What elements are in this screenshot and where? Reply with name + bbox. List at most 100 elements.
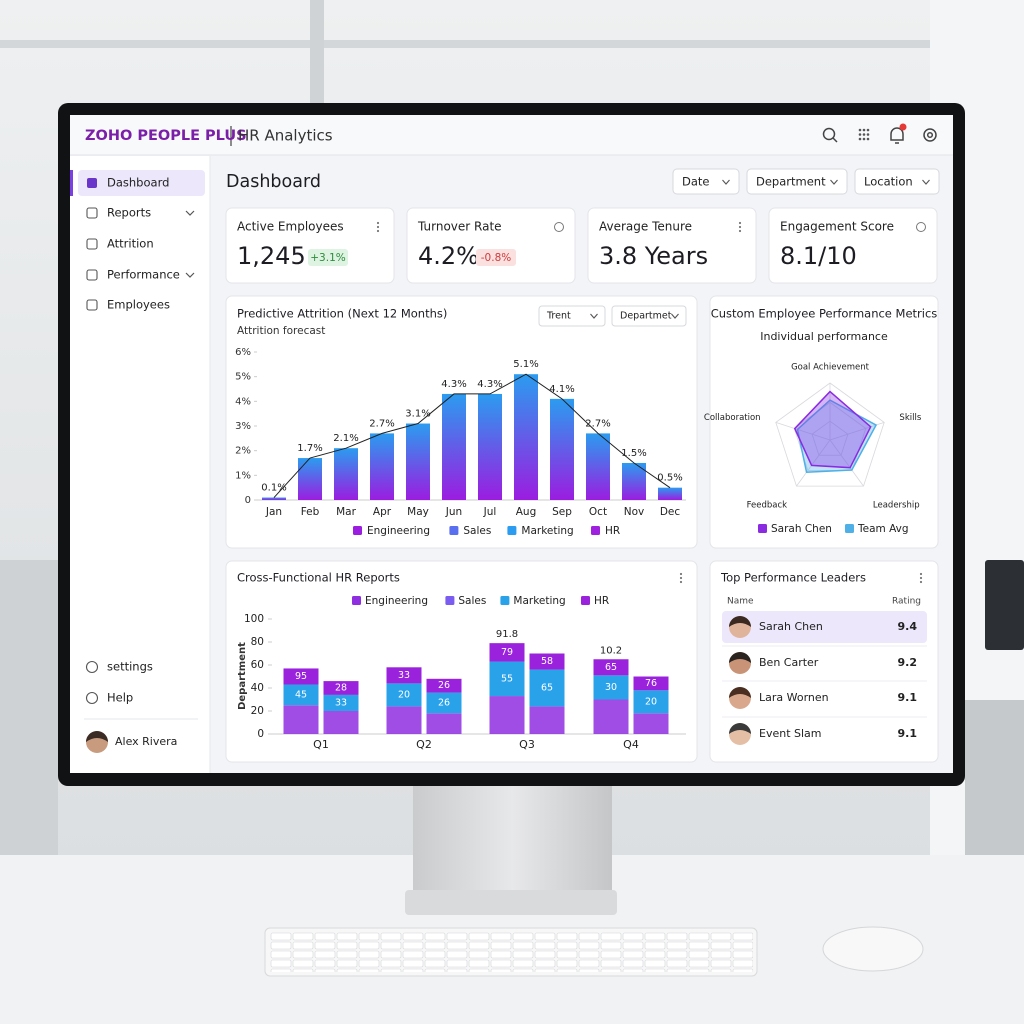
nav-item[interactable]: Attrition	[107, 237, 154, 251]
annotation: 10.2	[600, 645, 622, 656]
segment-label: 58	[541, 656, 553, 667]
more-icon[interactable]	[919, 580, 923, 584]
keyboard-keys	[270, 932, 753, 972]
x-tick-label: Jun	[445, 506, 462, 518]
more-icon[interactable]	[376, 225, 380, 229]
chevron	[590, 313, 598, 319]
more-icon[interactable]	[679, 580, 683, 584]
segment-label: 95	[295, 671, 307, 682]
nav-icon	[85, 691, 99, 705]
bar-segment	[386, 706, 422, 734]
leader-name[interactable]: Lara Wornen	[759, 691, 829, 704]
chevron	[671, 313, 679, 319]
more-icon[interactable]	[376, 229, 380, 233]
segment-label: 28	[335, 683, 347, 694]
bar	[334, 448, 358, 500]
y-tick-label: 20	[251, 705, 264, 717]
bar	[442, 393, 466, 500]
kpi-card	[406, 207, 576, 284]
bell-icon[interactable]	[890, 127, 904, 144]
chevron	[830, 179, 838, 185]
apps-icon[interactable]	[858, 128, 870, 141]
legend-label: Engineering	[367, 525, 430, 537]
leader-name[interactable]: Ben Carter	[759, 656, 819, 669]
desk-left	[0, 560, 58, 860]
data-label: 1.5%	[621, 448, 646, 459]
background-desk	[965, 700, 1024, 860]
monitor-stand	[413, 785, 612, 895]
nav-item[interactable]: Help	[107, 691, 133, 705]
chevron	[185, 210, 195, 216]
x-tick-label: Dec	[660, 506, 681, 518]
more-icon[interactable]	[919, 572, 923, 576]
bar-segment	[529, 653, 565, 670]
x-tick-label: Q4	[623, 738, 639, 751]
chart-title: Predictive Attrition (Next 12 Months)	[237, 307, 447, 321]
y-tick-label: 0	[257, 728, 264, 740]
legend-label: Sarah Chen	[771, 523, 832, 535]
filter-dropdown[interactable]	[672, 168, 740, 195]
y-tick-label: 60	[251, 659, 264, 671]
top-icons	[822, 127, 937, 144]
bar	[406, 423, 430, 500]
y-tick-label: 6%	[235, 347, 251, 358]
x-tick-label: Q2	[416, 738, 432, 751]
column-header: Rating	[892, 597, 921, 607]
y-tick-label: 4%	[235, 396, 251, 407]
chart-control[interactable]	[538, 305, 606, 327]
data-label: 4.3%	[441, 379, 466, 390]
mouse	[822, 926, 924, 972]
leader-rating: 9.1	[898, 691, 918, 704]
delta-pill	[308, 249, 348, 266]
leader-name[interactable]: Sarah Chen	[759, 620, 823, 633]
more-icon[interactable]	[679, 576, 683, 580]
more-icon[interactable]	[738, 229, 742, 233]
nav-icon	[86, 269, 98, 281]
data-label: 1.7%	[297, 443, 322, 454]
nav-item[interactable]: settings	[107, 660, 153, 674]
filter-label: Department	[756, 175, 826, 189]
kpi-label: Turnover Rate	[417, 220, 502, 234]
nav-item[interactable]: Reports	[107, 206, 151, 220]
leader-rating: 9.4	[898, 620, 918, 633]
filter-dropdown[interactable]	[854, 168, 940, 195]
filter-dropdown[interactable]	[746, 168, 848, 195]
leader-name[interactable]: Event Slam	[759, 727, 822, 740]
legend-label: Team Avg	[857, 523, 909, 535]
nav-item[interactable]: Dashboard	[107, 176, 169, 190]
x-tick-label: Jan	[265, 506, 282, 518]
more-icon[interactable]	[738, 225, 742, 229]
segment-label: 26	[438, 680, 450, 691]
search-icon[interactable]	[822, 127, 836, 141]
row-highlight[interactable]	[722, 611, 927, 643]
legend-swatch	[352, 596, 361, 605]
nav-item[interactable]: Performance	[107, 268, 180, 282]
kpi-icon	[554, 222, 564, 232]
more-icon[interactable]	[919, 576, 923, 580]
bar	[478, 393, 502, 500]
legend-swatch	[500, 596, 510, 605]
chevron	[922, 179, 930, 185]
background-monitor	[985, 560, 1024, 650]
nav-item[interactable]: Employees	[107, 298, 170, 312]
chevron	[185, 272, 195, 278]
kpi-card	[768, 207, 938, 284]
more-icon[interactable]	[738, 221, 742, 225]
notification-dot	[899, 123, 907, 131]
more-icon[interactable]	[376, 221, 380, 225]
bar-segment	[386, 683, 422, 707]
segment-label: 79	[501, 647, 513, 658]
radar-area	[793, 390, 872, 469]
legend-swatch	[449, 526, 459, 535]
bar-segment	[386, 667, 422, 684]
settings-icon[interactable]	[923, 128, 937, 142]
legend-label: Sales	[463, 525, 491, 537]
chart-control[interactable]	[611, 305, 687, 327]
bar-segment	[593, 675, 629, 700]
data-label: 2.1%	[333, 433, 358, 444]
x-tick-label: Q3	[519, 738, 535, 751]
avatar-hair	[729, 616, 751, 627]
segment-label: 45	[295, 689, 307, 700]
more-icon[interactable]	[679, 572, 683, 576]
data-label: 4.3%	[477, 379, 502, 390]
